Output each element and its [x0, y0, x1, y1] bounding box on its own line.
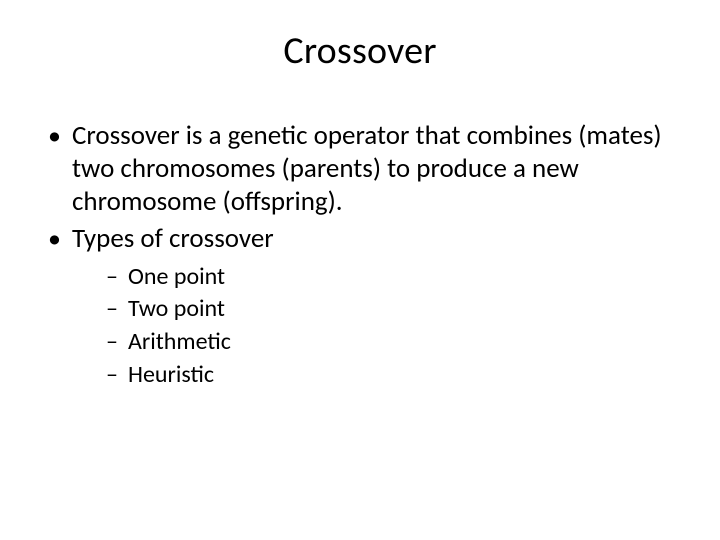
slide-title: Crossover: [42, 28, 678, 74]
sub-bullet-text: Arithmetic: [128, 327, 231, 356]
sub-bullet-text: Heuristic: [128, 360, 214, 389]
sub-bullet-item: One point: [106, 262, 678, 293]
bullet-text: Crossover is a genetic operator that com…: [72, 119, 662, 218]
sub-bullet-list: One point Two point Arithmetic Heuristic: [72, 262, 678, 391]
sub-bullet-text: One point: [128, 262, 225, 291]
bullet-text: Types of crossover: [72, 222, 274, 255]
bullet-item: Crossover is a genetic operator that com…: [46, 120, 678, 219]
sub-bullet-item: Heuristic: [106, 360, 678, 391]
sub-bullet-item: Arithmetic: [106, 327, 678, 358]
sub-bullet-text: Two point: [128, 294, 225, 323]
bullet-list: Crossover is a genetic operator that com…: [42, 120, 678, 391]
bullet-item: Types of crossover One point Two point A…: [46, 223, 678, 391]
slide: Crossover Crossover is a genetic operato…: [0, 0, 720, 540]
sub-bullet-item: Two point: [106, 294, 678, 325]
